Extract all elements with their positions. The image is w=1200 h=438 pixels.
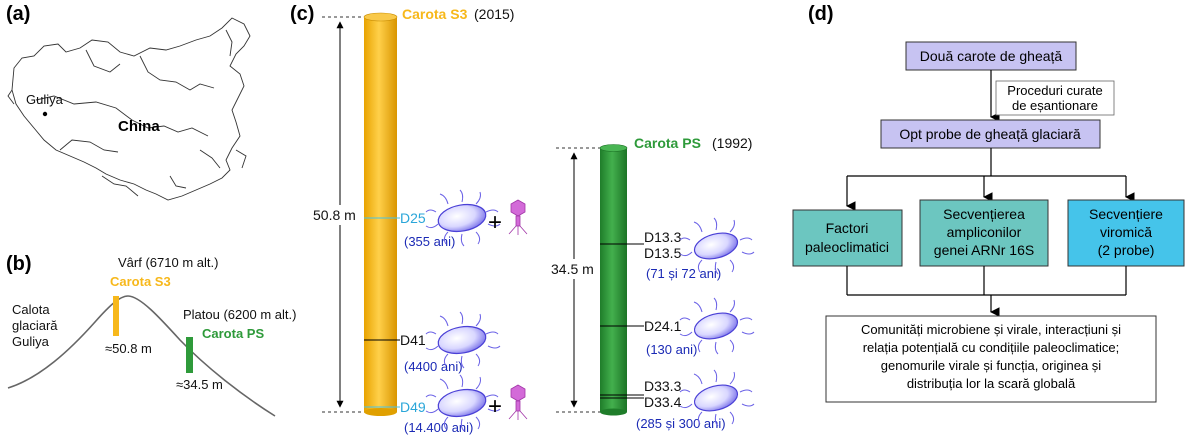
bacterium-icon [679,369,755,427]
bacterium-icon [425,311,501,369]
flow-eight-text: Opt probe de gheață glaciară [899,126,1081,142]
ps-sample-d24: D24.1 [644,318,682,334]
s3-sample-d41: D41 [400,332,426,348]
s3-age-d49: (14.400 ani) [404,420,473,435]
ps-core-year: (1992) [712,135,752,151]
flow-factors-box [792,209,903,267]
s3-plus-1: + [488,209,502,236]
flow-viromic-text-3: (2 probe) [1098,242,1155,258]
ps-core [599,144,628,416]
s3-sample-d25: D25 [400,210,426,226]
bacterium-icon [679,297,755,355]
flow-factors-text-1: Factori [826,220,869,236]
ps-age-d13: (71 și 72 ani) [646,266,721,281]
panel-label-a: (a) [6,3,30,25]
bacteriophage-icon [508,384,528,420]
ps-depth-label: 34.5 m [551,261,594,277]
ps-sample-d13-5: D13.5 [644,245,682,261]
map-guliya-label: Guliya [26,92,64,107]
ps-age-d24: (130 ani) [646,342,697,357]
procedure-box [995,80,1115,116]
bacterium-icon [679,217,755,275]
glacier-profile-curve [7,295,276,417]
summit-label: Vârf (6710 m alt.) [118,255,218,270]
flow-viromic-text-2: viromică [1100,224,1152,240]
procedure-text-2: de eșantionare [1012,98,1098,113]
ps-depth-label-bg [548,259,600,279]
flow-viromic-box [1067,199,1185,267]
flow-amplicon-text-3: genei ARNr 16S [934,242,1034,258]
ps-core-name: Carota PS [634,135,701,151]
icecap-label-3: Guliya [12,334,50,349]
flow-top-text: Două carote de gheață [920,48,1063,64]
flow-result-text-4: distribuția lor la scară globală [907,376,1076,391]
profile-s3-bar [113,296,119,336]
panel-label-d: (d) [808,3,834,25]
icecap-label-1: Calota [12,302,50,317]
profile-ps-label: Carota PS [202,326,264,341]
ps-age-d33: (285 și 300 ani) [636,416,726,431]
flow-result-text-2: relația potențială cu condițiile paleocl… [863,340,1120,355]
flow-result-box [825,315,1157,403]
s3-sample-d49: D49 [400,399,426,415]
profile-ps-bar [186,337,193,373]
ps-sample-d33-4: D33.4 [644,394,682,410]
map-country-label: China [118,118,160,135]
s3-core-year: (2015) [474,6,514,22]
bacterium-icon [425,374,501,432]
profile-ps-depth: ≈34.5 m [176,377,223,392]
icecap-label-2: glaciară [12,318,58,333]
s3-core-name: Carota S3 [402,6,468,22]
panel-label-b: (b) [6,253,32,275]
flow-amplicon-box [919,199,1049,267]
s3-core [363,12,398,416]
procedure-text-1: Proceduri curate [1007,83,1102,98]
flow-amplicon-text-2: ampliconilor [947,224,1022,240]
guliya-marker [42,111,48,117]
bacteriophage-icon [508,199,528,235]
s3-age-d25: (355 ani) [404,234,455,249]
flow-amplicon-text-1: Secvențierea [943,206,1025,222]
ps-sample-d13-3: D13.3 [644,229,682,245]
s3-depth-label-bg [310,205,364,225]
flow-merge [846,266,1127,317]
flow-branches [846,148,1135,211]
ps-sample-d33-3: D33.3 [644,378,682,394]
profile-s3-depth: ≈50.8 m [105,341,152,356]
s3-depth-label: 50.8 m [313,207,356,223]
flow-result-text-1: Comunități microbiene și virale, interac… [861,322,1121,337]
plateau-label: Platou (6200 m alt.) [183,307,296,322]
s3-age-d41: (4400 ani) [404,359,463,374]
flow-viromic-text-1: Secvențiere [1089,206,1163,222]
flow-factors-text-2: paleoclimatici [805,239,889,255]
flow-eight-box [880,119,1101,149]
china-map [7,17,251,201]
s3-plus-2: + [488,393,502,420]
profile-s3-label: Carota S3 [110,274,171,289]
flow-result-text-3: genomurile virale și funcția, originea ș… [881,358,1101,373]
flow-top-box [905,41,1077,71]
panel-label-c: (c) [290,3,314,25]
bacterium-icon [425,189,501,247]
